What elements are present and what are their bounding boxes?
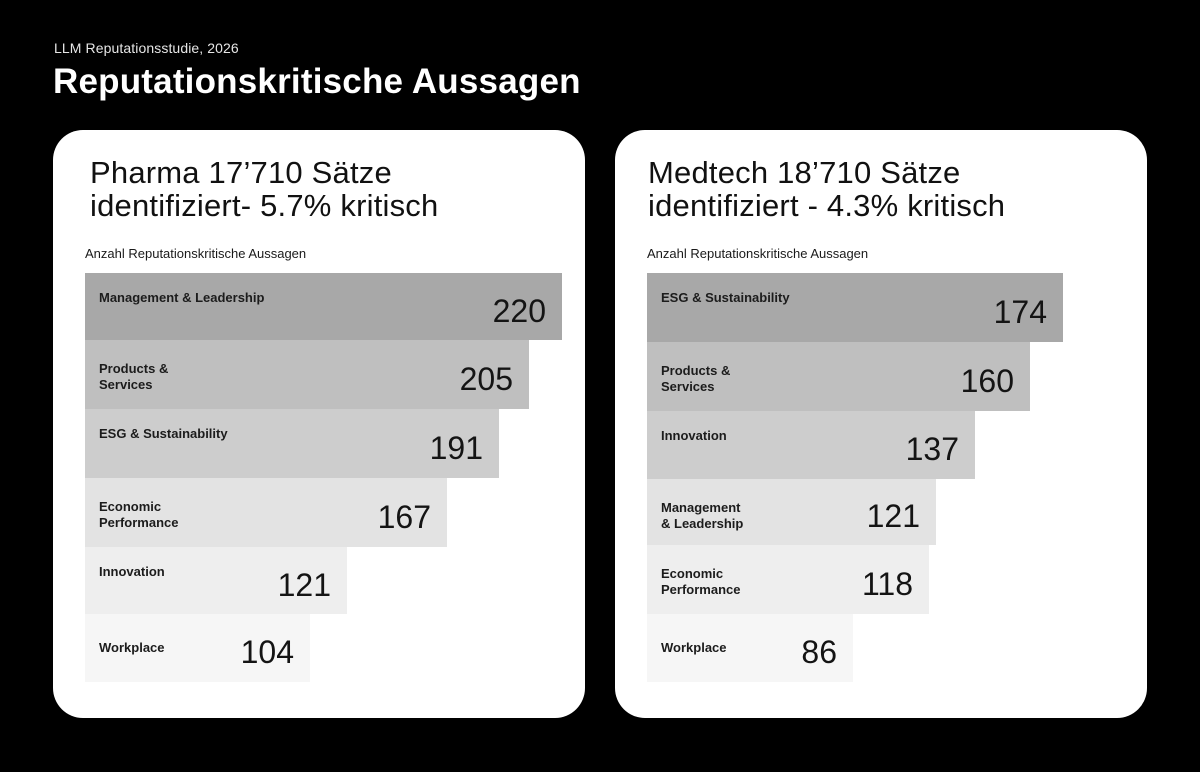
bar-label: Management & Leadership [661, 500, 744, 531]
bar: Economic Performance 167 [85, 478, 447, 547]
bar-value: 104 [240, 634, 294, 670]
bar-value: 220 [492, 293, 546, 329]
bar-label: Innovation [99, 564, 165, 579]
bar-value: 121 [866, 498, 920, 534]
pharma-title-line-2: identifiziert- 5.7% kritisch [90, 188, 439, 223]
pharma-card: Pharma 17’710 Sätze identifiziert- 5.7% … [53, 130, 585, 718]
bar-value: 205 [459, 361, 513, 397]
medtech-title-line-2: identifiziert - 4.3% kritisch [648, 188, 1006, 223]
page-title: Reputationskritische Aussagen [53, 62, 581, 101]
bar-label: Workplace [661, 640, 727, 655]
bar: Management & Leadership 121 [647, 479, 936, 545]
bar-value: 160 [960, 363, 1014, 399]
bar-value: 118 [861, 566, 913, 602]
pharma-chart-label: Anzahl Reputationskritische Aussagen [85, 246, 307, 261]
bar: Innovation 121 [85, 547, 347, 614]
bar-label: Workplace [99, 640, 165, 655]
bar-value: 191 [429, 430, 483, 466]
bar: Economic Performance 118 [647, 545, 929, 614]
pharma-card-title: Pharma 17’710 Sätze identifiziert- 5.7% … [90, 156, 438, 222]
medtech-card-title: Medtech 18’710 Sätze identifiziert - 4.3… [648, 156, 1005, 222]
bar-value: 167 [377, 499, 431, 535]
bar-value: 86 [801, 634, 837, 670]
bar-label: ESG & Sustainability [661, 290, 790, 305]
bar-label: Products & Services [99, 361, 169, 392]
pharma-title-line-1: Pharma 17’710 Sätze [90, 155, 392, 190]
bar-label: Innovation [661, 428, 727, 443]
bar: Innovation 137 [647, 411, 975, 479]
bar-label: Products & Services [661, 363, 731, 394]
bar-label: ESG & Sustainability [99, 426, 228, 441]
bar-label: Economic Performance [661, 566, 741, 597]
bar-label: Management & Leadership [99, 290, 265, 305]
medtech-chart-label: Anzahl Reputationskritische Aussagen [647, 246, 869, 261]
study-subtitle: LLM Reputationsstudie, 2026 [54, 40, 239, 56]
bar: Products & Services 205 [85, 340, 529, 409]
bar-value: 137 [905, 431, 959, 467]
bar: Workplace 104 [85, 614, 310, 682]
bar: ESG & Sustainability 174 [647, 273, 1063, 342]
bar: Products & Services 160 [647, 342, 1030, 411]
bar: Management & Leadership 220 [85, 273, 562, 340]
medtech-title-line-1: Medtech 18’710 Sätze [648, 155, 961, 190]
bar-label: Economic Performance [99, 499, 179, 530]
bar: Workplace 86 [647, 614, 853, 682]
bar: ESG & Sustainability 191 [85, 409, 499, 478]
bar-value: 121 [277, 567, 331, 603]
bar-value: 174 [993, 294, 1047, 330]
medtech-card: Medtech 18’710 Sätze identifiziert - 4.3… [615, 130, 1147, 718]
